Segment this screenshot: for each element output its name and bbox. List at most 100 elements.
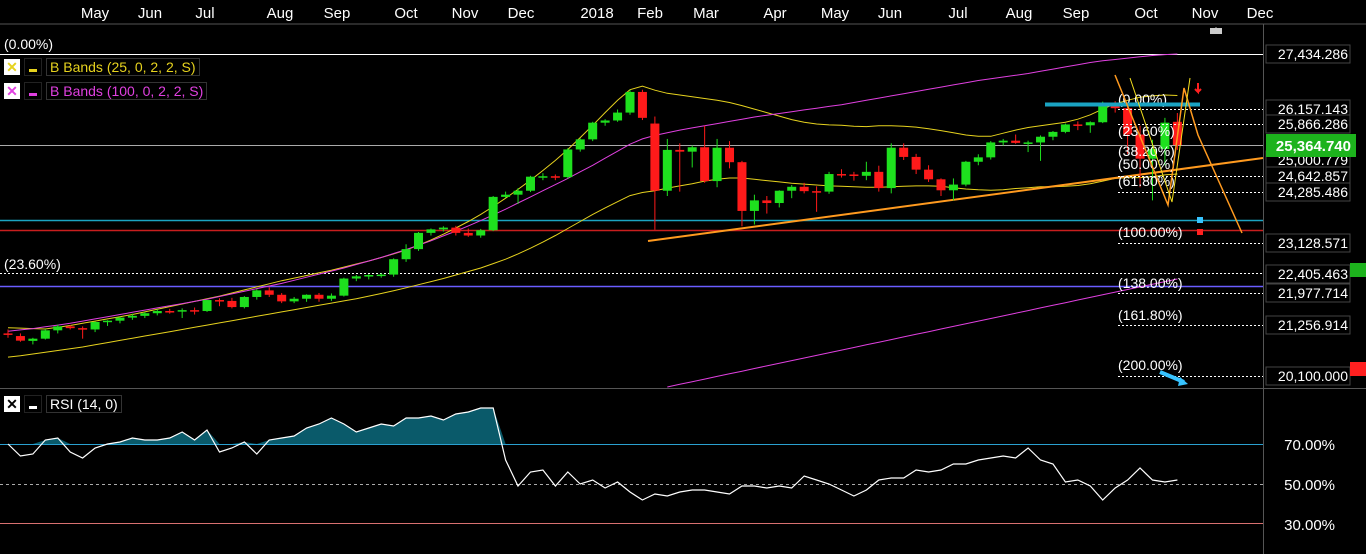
candle-body [264,290,274,295]
candle-body [339,278,349,296]
x-tick-label: 2018 [580,5,613,22]
left-pct-label: (23.60%) [4,256,61,272]
legend-rsi: ✕ RSI (14, 0) [4,394,122,414]
candle-body [513,190,523,195]
candle-body [886,147,896,189]
legend-bb25: ✕ B Bands (25, 0, 2, 2, S) [4,57,200,77]
candle-body [252,290,262,297]
arrow-head-icon [1178,377,1188,386]
candle-body [973,157,983,162]
minimize-icon[interactable] [24,82,42,100]
candle-body [637,91,647,118]
candle-body [314,294,324,299]
candle-body [476,230,486,236]
candle-body [451,227,461,233]
candle-body [1147,149,1157,159]
bb25-lower [7,173,1178,358]
candle-body [426,229,436,233]
candle-body [1135,134,1145,159]
candle-body [762,200,772,204]
candle-body [165,311,175,313]
candle-body [998,140,1008,143]
close-icon[interactable]: ✕ [4,396,20,412]
candle-body [277,294,287,302]
close-icon[interactable]: ✕ [4,83,20,99]
x-tick-label: Dec [1247,5,1274,22]
candle-body [463,232,473,236]
candle-body [948,184,958,191]
price-tick-box [1265,283,1351,303]
projection-zigzag-2 [1129,77,1191,203]
current-price-box [1266,134,1356,157]
x-tick-label: May [81,5,110,22]
candle-body [90,321,100,330]
candle-body [911,156,921,170]
price-tick-label: 22,405.463 [1278,266,1348,282]
candle-body [103,320,113,323]
candle-body [538,176,548,178]
legend-bb100-label: B Bands (100, 0, 2, 2, S) [46,82,208,100]
candle-body [40,330,50,339]
candle-body [961,161,971,185]
fib-label: (138.00%) [1118,275,1183,291]
price-tick-label: 24,642.857 [1278,168,1348,184]
candle-body [227,300,237,308]
minimize-icon[interactable] [24,395,42,413]
candle-body [700,147,710,182]
candle-body [812,191,822,193]
x-tick-label: Dec [508,5,535,22]
price-tick-label: 23,128.571 [1278,235,1348,251]
x-tick-label: Jul [948,5,967,22]
price-tick-label: 20,100.000 [1278,368,1348,384]
price-tick-label: 27,434.286 [1278,46,1348,62]
price-tick-box [1265,233,1351,253]
rsi-line [7,407,1178,501]
candle-body [712,147,722,182]
candle-body [15,336,25,341]
candle-body [874,171,884,189]
fib-label: (200.00%) [1118,357,1183,373]
rsi-tick-label: 50.00% [1284,477,1335,494]
candle-body [351,276,361,279]
candle-body [389,259,399,275]
price-tick-box [1265,44,1351,64]
price-tick-box [1265,182,1351,202]
candle-body [550,176,560,178]
x-tick-label: Jul [195,5,214,22]
x-axis-band [0,0,1366,24]
candle-body [127,315,137,318]
fib-label: (100.00%) [1118,224,1183,240]
candle-body [177,310,187,312]
candle-body [600,120,610,123]
candle-body [438,227,448,230]
fib-label: (23.60%) [1118,123,1175,139]
x-tick-label: Jun [138,5,162,22]
candle-body [1048,131,1058,137]
candle-body [3,333,13,335]
candle-body [152,311,162,314]
candle-body [65,326,75,329]
candle-body [1123,108,1133,135]
candle-body [986,142,996,158]
x-tick-label: Aug [267,5,294,22]
candle-body [239,296,249,308]
candle-body [662,149,672,191]
close-icon[interactable]: ✕ [4,59,20,75]
candle-body [924,169,934,180]
candle-body [687,147,697,152]
candle-body [1085,122,1095,126]
candle-body [787,186,797,191]
candle-body [190,310,200,312]
x-tick-label: Oct [1134,5,1158,22]
candle-body [650,123,660,191]
candle-body [214,300,224,302]
x-tick-label: Jun [878,5,902,22]
candle-body [501,194,511,197]
candle-body [376,274,386,277]
minimize-icon[interactable] [24,58,42,76]
candle-body [936,179,946,191]
candle-body [1160,122,1170,150]
candle-body [1073,124,1083,126]
candle-body [861,171,871,176]
